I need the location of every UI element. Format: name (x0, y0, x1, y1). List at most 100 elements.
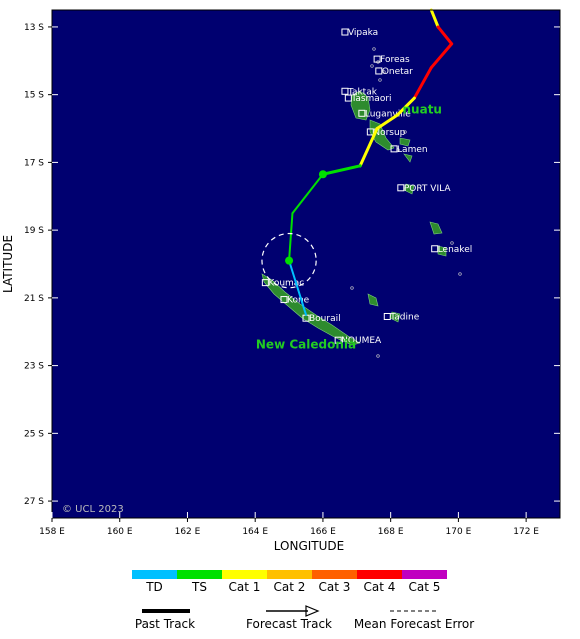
islet-9 (450, 241, 454, 245)
legend-swatch (312, 570, 357, 579)
legend-forecast-track-label: Forecast Track (246, 617, 332, 631)
legend-error-label: Mean Forecast Error (354, 617, 474, 631)
town-marker (341, 87, 349, 95)
x-tick-label: 168 E (378, 527, 404, 537)
town-marker (383, 312, 391, 320)
track-segment (288, 259, 307, 316)
track-point (285, 256, 294, 265)
legend-past-track-label: Past Track (135, 617, 195, 631)
x-tick-label: 162 E (175, 527, 201, 537)
map-ocean (52, 10, 560, 518)
x-axis-label: LONGITUDE (274, 539, 344, 553)
town-label: Taktak (347, 87, 378, 97)
axes-layer: 158 E 160 E 162 E 164 E 166 E 168 E 170 E 172 E… (24, 9, 561, 537)
track-segment (321, 164, 362, 176)
land-mass-8 (403, 153, 413, 163)
islet-5 (403, 130, 407, 134)
town-marker (397, 184, 405, 192)
land-layer (261, 47, 462, 358)
town-label: Onetar (382, 67, 413, 77)
legend-category-label: Cat 5 (409, 580, 441, 594)
town-label: Tadine (389, 312, 419, 322)
town-label: Lamen (397, 145, 428, 155)
track-segment (395, 96, 416, 117)
legend-category-label: TS (191, 580, 207, 594)
town-marker (334, 336, 342, 344)
land-mass-3 (429, 221, 443, 235)
track-segment (429, 8, 440, 29)
x-tick-label: 170 E (446, 527, 472, 537)
legend-category-label: Cat 2 (274, 580, 306, 594)
islet-10 (370, 64, 374, 68)
y-tick-label: 15 S (24, 91, 44, 101)
islet-0 (372, 47, 376, 51)
town-label: Norsup (373, 128, 405, 138)
legend-swatch (267, 570, 312, 579)
town-label: Tasmaori (350, 94, 391, 104)
legend: TD TS Cat 1 Cat 2 Cat 3 Cat 4 Cat 5 Past Track F… (132, 570, 474, 631)
y-tick-label: 27 S (24, 497, 44, 507)
track-segment (291, 173, 324, 215)
town-label: Lenakel (438, 245, 473, 255)
y-tick-label: 21 S (24, 294, 44, 304)
town-marker (431, 245, 439, 253)
region-labels-layer: nuatu New Caledonia (256, 102, 442, 351)
islet-7 (458, 272, 462, 276)
x-tick-label: 164 E (242, 527, 268, 537)
y-tick-label: 13 S (24, 23, 44, 33)
town-label: Bourail (309, 314, 341, 324)
town-label: Vipaka (348, 28, 378, 38)
town-marker (375, 67, 383, 75)
y-tick-label: 25 S (24, 429, 44, 439)
islet-2 (382, 70, 386, 74)
town-label: PORT VILA (404, 184, 452, 194)
town-label: Koumac (268, 279, 304, 289)
x-tick-label: 160 E (107, 527, 133, 537)
legend-swatch (222, 570, 267, 579)
x-tick-label: 158 E (39, 527, 65, 537)
y-tick-label: 19 S (24, 226, 44, 236)
track-segment (412, 66, 433, 100)
land-mass-4 (367, 293, 379, 307)
town-marker (390, 145, 398, 153)
legend-category-label: Cat 3 (319, 580, 351, 594)
track-segment (358, 127, 379, 168)
track-segment (436, 25, 454, 46)
y-axis-label: LATITUDE (1, 235, 15, 293)
region-label: nuatu (403, 102, 442, 116)
islet-8 (376, 354, 380, 358)
legend-swatch (177, 570, 222, 579)
town-marker (261, 279, 269, 287)
town-label: NOUMEA (341, 336, 382, 346)
town-marker (341, 28, 349, 36)
land-mass-7 (399, 137, 411, 147)
town-marker (373, 55, 381, 63)
track-segment (288, 212, 294, 262)
copyright-text: © UCL 2023 (62, 504, 124, 515)
legend-category-label: TD (145, 580, 163, 594)
track-segment (375, 113, 399, 131)
y-tick-label: 23 S (24, 362, 44, 372)
islet-3 (378, 78, 382, 82)
track-point (318, 170, 327, 179)
y-tick-label: 17 S (24, 158, 44, 168)
legend-category-label: Cat 4 (364, 580, 396, 594)
legend-swatch (357, 570, 402, 579)
region-label: New Caledonia (256, 338, 356, 352)
arrow-icon (305, 605, 320, 617)
map-frame (51, 9, 561, 519)
legend-category-label: Cat 1 (229, 580, 261, 594)
town-marker (358, 109, 366, 117)
town-label: Kone (287, 296, 310, 306)
track-layer (261, 8, 454, 316)
town-marker (366, 128, 374, 136)
track-segment (429, 42, 454, 70)
town-label: Foreas (380, 55, 410, 65)
legend-swatch (132, 570, 177, 579)
legend-swatch (402, 570, 447, 579)
land-mass-9 (403, 183, 415, 195)
town-label: Luganville (365, 109, 411, 119)
x-tick-label: 166 E (310, 527, 336, 537)
